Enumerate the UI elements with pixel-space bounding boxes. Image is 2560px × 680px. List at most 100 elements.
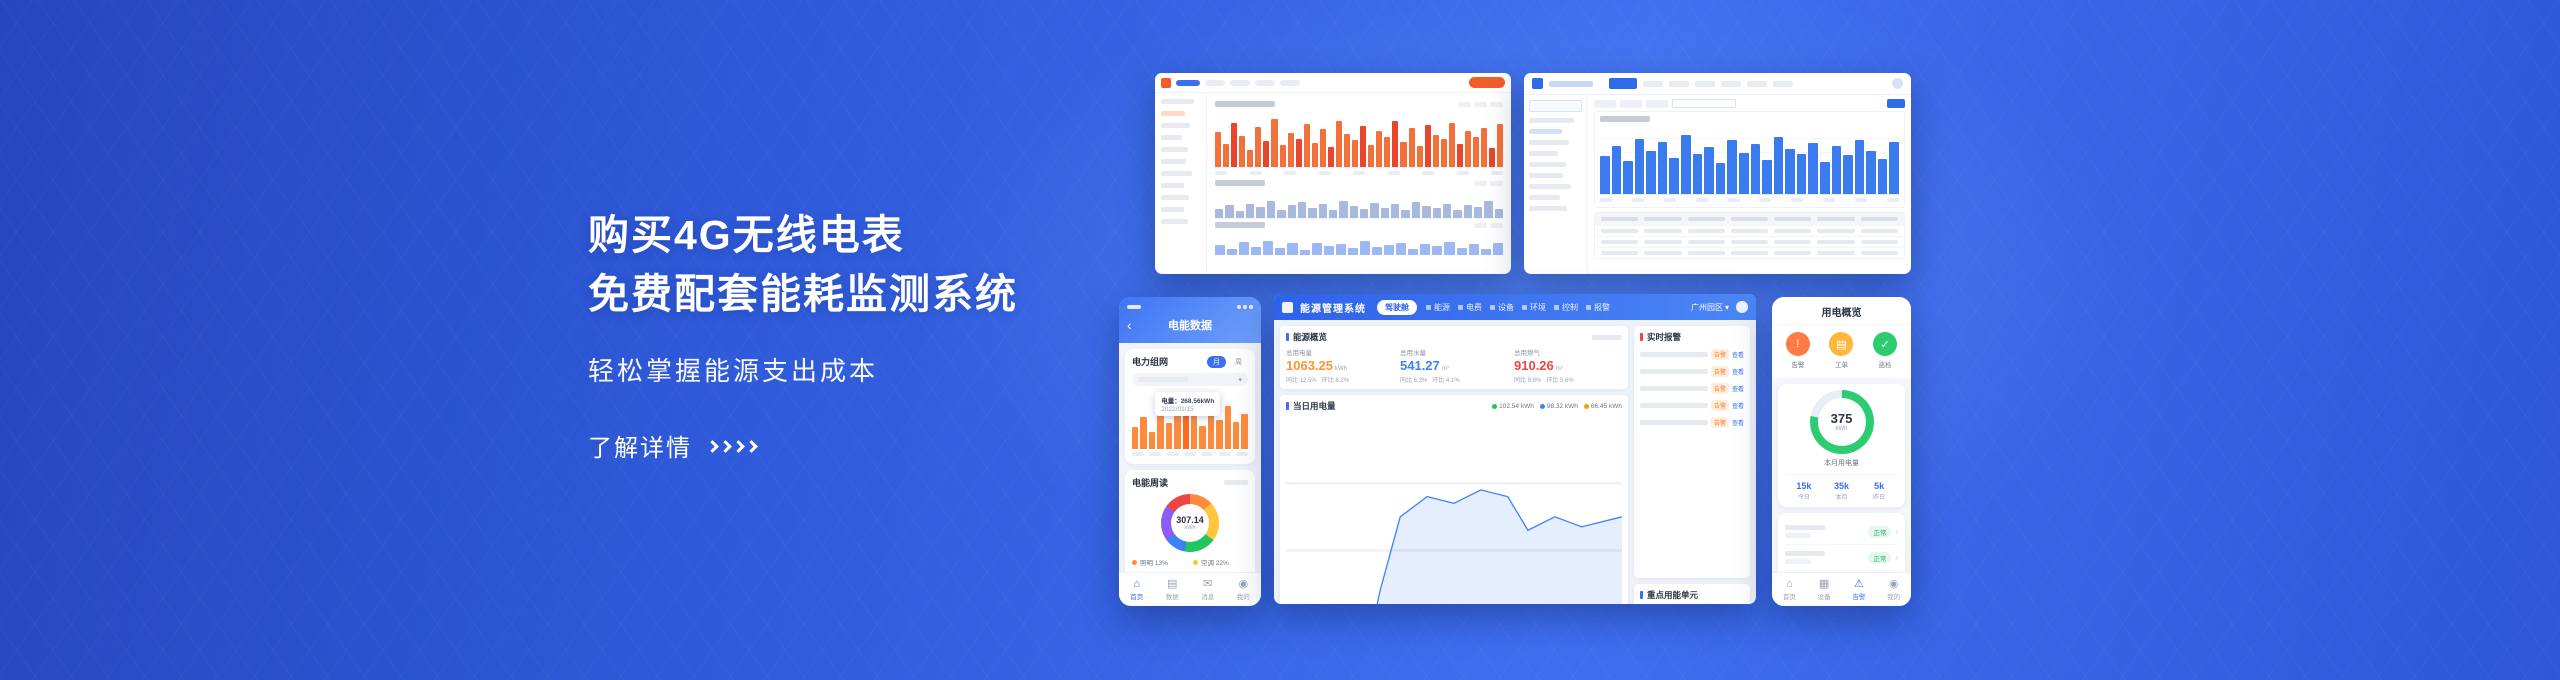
tree-items — [1529, 118, 1582, 211]
home-icon: ⌂ — [1133, 577, 1141, 590]
bar — [1773, 137, 1784, 194]
alarm-row: 告警 查看 — [1640, 400, 1744, 411]
bar — [1223, 144, 1230, 167]
nav-tab — [1176, 79, 1200, 86]
ring-label: 本月用电量 — [1824, 460, 1859, 467]
legend-item: 空调 22% — [1193, 557, 1248, 567]
table-cell — [1644, 217, 1682, 221]
axis-label — [1166, 452, 1179, 456]
stat-label: 总用电量 — [1286, 350, 1312, 357]
table-cell — [1817, 240, 1855, 244]
axis-label — [1759, 198, 1772, 202]
quick-label: 巡检 — [1878, 362, 1892, 369]
bar — [1335, 121, 1342, 167]
bar-chart-trend — [1215, 189, 1504, 219]
menu-item — [1529, 173, 1564, 178]
bar — [1287, 243, 1298, 255]
avatar — [1892, 78, 1903, 89]
table-cell — [1601, 240, 1639, 244]
table-cell — [1860, 229, 1898, 233]
quick-action: ✓ 巡检 — [1873, 332, 1898, 369]
realtime-alarm-card: 实时报警 告警 查看 告警 查看 告警 查看 告警 查看 告警 查看 — [1634, 326, 1750, 578]
card-title: 实时报警 — [1647, 332, 1682, 342]
axis-label — [1422, 171, 1434, 175]
device-status-list: 正常›正常›正常› — [1778, 513, 1905, 572]
period-tab: 周 — [1235, 358, 1242, 366]
cta-link[interactable]: 了解详情 — [588, 428, 1018, 463]
mobile-header: 用电概览 — [1772, 297, 1911, 325]
mobile-header: ‹ 电能数据 — [1119, 297, 1261, 343]
bar — [1335, 244, 1346, 255]
bottom-tab-bar: ⌂ 首页 ▤ 数据 ✉ 消息 ◉ 我的 — [1119, 572, 1261, 606]
bar-chart-daily-energy: 电量：268.56kWh 2022/01/15 — [1132, 391, 1248, 449]
bar — [1297, 202, 1307, 218]
stat-item: 35k 本月 — [1823, 481, 1861, 501]
table-cell — [1730, 251, 1769, 255]
table-cell — [1774, 240, 1812, 244]
stat-unit: kWh — [1335, 366, 1347, 372]
chevron-right-icon: › — [1895, 527, 1898, 536]
axis-label — [1456, 171, 1469, 175]
bar — [1344, 133, 1351, 167]
bar — [1157, 413, 1164, 449]
axis-label — [1491, 171, 1503, 175]
alarm-action-link: 查看 — [1731, 421, 1744, 427]
bar — [1279, 145, 1286, 167]
bar — [1727, 140, 1737, 194]
bar — [1347, 248, 1358, 255]
alarm-row: 告警 查看 — [1640, 349, 1744, 360]
table-cell — [1730, 217, 1769, 221]
bar — [1352, 140, 1359, 167]
table-cell — [1601, 217, 1639, 221]
card-title: 电力组网 — [1132, 357, 1169, 367]
bar — [1646, 151, 1656, 194]
chart-title — [1600, 116, 1650, 122]
table-cell — [1687, 229, 1725, 233]
donut-value: 307.14 — [1176, 515, 1204, 525]
bar — [1411, 202, 1421, 218]
message-icon: ✉ — [1203, 577, 1213, 590]
alarm-badge: 告警 — [1710, 366, 1729, 377]
axis-label — [1284, 171, 1296, 175]
bar — [1497, 123, 1504, 167]
menu-item — [1161, 219, 1188, 224]
check-icon: ✓ — [1873, 332, 1898, 356]
date-select — [1529, 100, 1582, 112]
circuit-select: ▾ — [1132, 373, 1248, 386]
stat-label: 总用水量 — [1400, 350, 1426, 357]
bar — [1165, 422, 1173, 449]
section-title — [1215, 180, 1265, 186]
nav-item: 报警 — [1586, 302, 1610, 313]
bar — [1657, 142, 1668, 194]
table-row — [1595, 247, 1904, 258]
bar — [1432, 134, 1439, 167]
table-cell — [1730, 229, 1769, 233]
page-title: 用电概览 — [1821, 308, 1862, 319]
bar — [1442, 203, 1452, 218]
nav-item: 能源 — [1426, 302, 1450, 313]
stat-unit: m³ — [1555, 366, 1563, 372]
tab-item: ⚠ 告警 — [1842, 573, 1877, 606]
status-bar — [1127, 303, 1253, 311]
bar — [1704, 147, 1714, 194]
tab-item: ▦ 设备 — [1807, 573, 1842, 606]
bottom-tab-bar: ⌂ 首页 ▦ 设备 ⚠ 告警 ◉ 我的 — [1772, 572, 1911, 606]
axis-label — [1132, 452, 1144, 456]
stat-value: 1063.25 kWh — [1286, 358, 1347, 373]
bar — [1408, 128, 1415, 167]
bar — [1199, 425, 1206, 449]
cta-arrows-icon — [706, 440, 758, 453]
bar — [1311, 242, 1322, 255]
stat-trend: 同比 6.3% 环比 4.1% — [1400, 378, 1460, 384]
bar — [1453, 210, 1462, 218]
axis-label — [1600, 198, 1612, 202]
home-icon: ⌂ — [1786, 577, 1793, 590]
table-cell — [1817, 251, 1855, 255]
data-table — [1594, 212, 1905, 259]
alert-icon: ! — [1785, 332, 1810, 356]
alarm-badge: 告警 — [1710, 400, 1729, 411]
stat-label: 本月 — [1835, 495, 1848, 501]
quick-label: 工单 — [1834, 362, 1848, 369]
chart-icon: ▤ — [1829, 332, 1854, 356]
